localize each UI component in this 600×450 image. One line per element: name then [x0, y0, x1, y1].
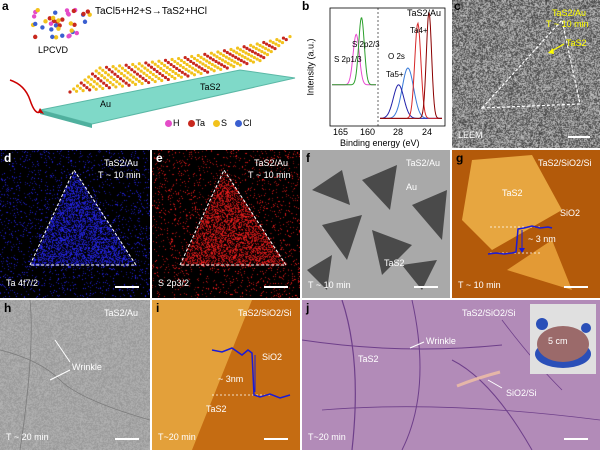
scale-bar-c [568, 136, 590, 138]
xps-peak-s-2p2-3 [332, 18, 376, 85]
j-time: T~20 min [308, 432, 346, 442]
c-time: T ~ 10 min [546, 19, 589, 29]
tas2-film-label: TaS2 [200, 82, 221, 92]
lpcvd-label: LPCVD [38, 45, 68, 55]
panel-g: g TaS2/SiO2/Si TaS2 SiO2 ~ 3 nm T ~ 10 m… [452, 150, 600, 298]
sio2-gap [457, 372, 500, 386]
d-element: Ta 4f7/2 [6, 278, 38, 288]
i-sio2-label: SiO2 [262, 352, 282, 362]
panel-h: h TaS2/Au Wrinkle T ~ 20 min [0, 300, 150, 450]
peak-s2p23: S 2p2/3 [352, 40, 380, 49]
flow-arrow [10, 80, 40, 113]
afm-image [452, 150, 600, 298]
legend-h: H [165, 118, 180, 128]
inset-scale-label: 5 cm [548, 336, 568, 346]
xps-peak-ta5- [380, 85, 442, 119]
scale-bar-d [115, 286, 139, 288]
triangle-outline [180, 170, 286, 265]
wrinkle-arrow-1 [55, 340, 70, 362]
peak-ta5: Ta5+ [386, 70, 404, 79]
panel-letter-a: a [2, 0, 9, 13]
wrinkle-arrow-2 [50, 370, 70, 380]
scale-bar-h [115, 438, 139, 440]
xps-ylabel: Intensity (a.u.) [306, 38, 316, 95]
panel-a: a TaCl5+H2+S→TaS2+HCl LPCVD Au TaS2 H Ta… [0, 0, 298, 142]
g-sio2-label: SiO2 [560, 208, 580, 218]
legend-cl: Cl [235, 118, 252, 128]
triangle-outline [30, 170, 136, 265]
panel-c: c TaS2/Au T ~ 10 min TaS2 LEEM [452, 0, 600, 148]
f-au-label: Au [406, 182, 417, 192]
h-sample: TaS2/Au [104, 308, 138, 318]
e-element: S 2p3/2 [158, 278, 189, 288]
g-sample: TaS2/SiO2/Si [538, 158, 592, 168]
i-time: T~20 min [158, 432, 196, 442]
j-sio2si-label: SiO2/Si [506, 388, 537, 398]
j-wrinkle-label: Wrinkle [426, 336, 456, 346]
panel-letter-h: h [4, 301, 11, 315]
g-step-height: ~ 3 nm [528, 234, 556, 244]
growth-schematic [0, 0, 298, 142]
panel-letter-j: j [306, 301, 309, 315]
panel-letter-g: g [456, 151, 463, 165]
panel-letter-i: i [156, 301, 159, 315]
d-time: T ~ 10 min [98, 170, 141, 180]
panel-d: d TaS2/Au T ~ 10 min Ta 4f7/2 [0, 150, 150, 298]
sio2-arrow [488, 380, 502, 388]
panel-letter-d: d [4, 151, 11, 165]
legend-s: S [213, 118, 227, 128]
reaction-equation: TaCl5+H2+S→TaS2+HCl [95, 6, 207, 17]
panel-letter-c: c [454, 0, 461, 13]
precursor-molecules [31, 8, 92, 40]
panel-j: 5 cm j TaS2/SiO2/Si Wrinkle TaS2 SiO2/Si… [302, 300, 600, 450]
scale-bar-e [264, 286, 288, 288]
wrinkle-arrow [410, 342, 424, 348]
i-sample: TaS2/SiO2/Si [238, 308, 292, 318]
f-time: T ~ 10 min [308, 280, 351, 290]
f-tas2-label: TaS2 [384, 258, 405, 268]
h-wrinkle-label: Wrinkle [72, 362, 102, 372]
peak-s2p13: S 2p1/3 [334, 55, 362, 64]
g-tas2-label: TaS2 [502, 188, 523, 198]
xtick-24: 24 [422, 127, 432, 137]
peak-o2s: O 2s [388, 52, 405, 61]
e-time: T ~ 10 min [248, 170, 291, 180]
c-sample: TaS2/Au [552, 8, 586, 18]
g-time: T ~ 10 min [458, 280, 501, 290]
f-sample: TaS2/Au [406, 158, 440, 168]
panel-letter-b: b [302, 0, 309, 13]
scale-bar-f [414, 286, 438, 288]
scale-bar-g [564, 286, 588, 288]
e-sample: TaS2/Au [254, 158, 288, 168]
au-label: Au [100, 99, 111, 109]
xtick-160: 160 [360, 127, 375, 137]
xtick-28: 28 [393, 127, 403, 137]
c-mode: LEEM [458, 130, 483, 140]
panel-f: f TaS2/Au Au TaS2 T ~ 10 min [302, 150, 450, 298]
wafer-inset: 5 cm [530, 304, 596, 374]
panel-letter-f: f [306, 151, 310, 165]
h-time: T ~ 20 min [6, 432, 49, 442]
j-sample: TaS2/SiO2/Si [462, 308, 516, 318]
panel-i: i TaS2/SiO2/Si SiO2 ~ 3nm TaS2 T~20 min [152, 300, 300, 450]
d-sample: TaS2/Au [104, 158, 138, 168]
scale-bar-i [264, 438, 288, 440]
j-tas2-label: TaS2 [358, 354, 379, 364]
peak-ta4: Ta4+ [410, 26, 428, 35]
xps-title: TaS2/Au [407, 8, 441, 18]
legend-ta: Ta [188, 118, 206, 128]
sem-flakes [302, 150, 450, 298]
i-step-height: ~ 3nm [218, 374, 243, 384]
c-arrow-label: TaS2 [566, 38, 587, 48]
panel-b: b TaS2/Au Binding energy (eV) Intensity … [300, 0, 450, 150]
panel-e: e TaS2/Au T ~ 10 min S 2p3/2 [152, 150, 300, 298]
xps-xlabel: Binding energy (eV) [340, 138, 420, 148]
xtick-165: 165 [333, 127, 348, 137]
i-tas2-label: TaS2 [206, 404, 227, 414]
triangle-outline [482, 20, 580, 108]
panel-letter-e: e [156, 151, 163, 165]
scale-bar-j [564, 438, 588, 440]
atom-legend: H Ta S Cl [165, 118, 252, 128]
